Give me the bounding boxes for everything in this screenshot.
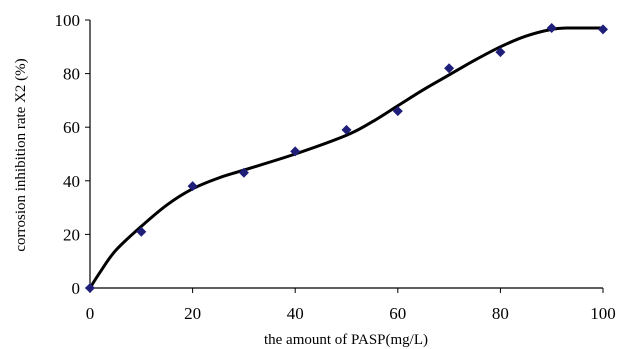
fit-curve (88, 26, 605, 290)
data-point (341, 124, 352, 135)
data-point (546, 23, 557, 34)
plot-area: 0 20 40 60 80 100 0 20 40 60 80 100 (55, 11, 616, 323)
y-tick-label: 20 (63, 225, 80, 244)
y-tick-label: 60 (63, 118, 80, 137)
y-tick-label: 0 (72, 279, 81, 298)
x-tick-label: 20 (184, 304, 201, 323)
data-point (187, 181, 198, 192)
data-point (238, 167, 249, 178)
data-point (392, 106, 403, 117)
x-tick-label: 80 (492, 304, 509, 323)
x-tick-label: 60 (389, 304, 406, 323)
data-point (495, 47, 506, 58)
x-axis-label: the amount of PASP(mg/L) (264, 332, 428, 348)
y-tick-label: 40 (63, 172, 80, 191)
data-point (85, 283, 95, 293)
data-point (290, 146, 301, 157)
data-point (444, 63, 455, 74)
data-point (598, 24, 608, 35)
y-axis-label: corrosion inhibition rate X2 (%) (13, 58, 29, 251)
y-tick-label: 80 (63, 65, 80, 84)
x-tick-label: 0 (86, 304, 95, 323)
y-tick-label: 100 (55, 11, 81, 30)
x-tick-label: 40 (287, 304, 304, 323)
x-tick-label: 100 (590, 304, 616, 323)
data-point (136, 226, 147, 237)
